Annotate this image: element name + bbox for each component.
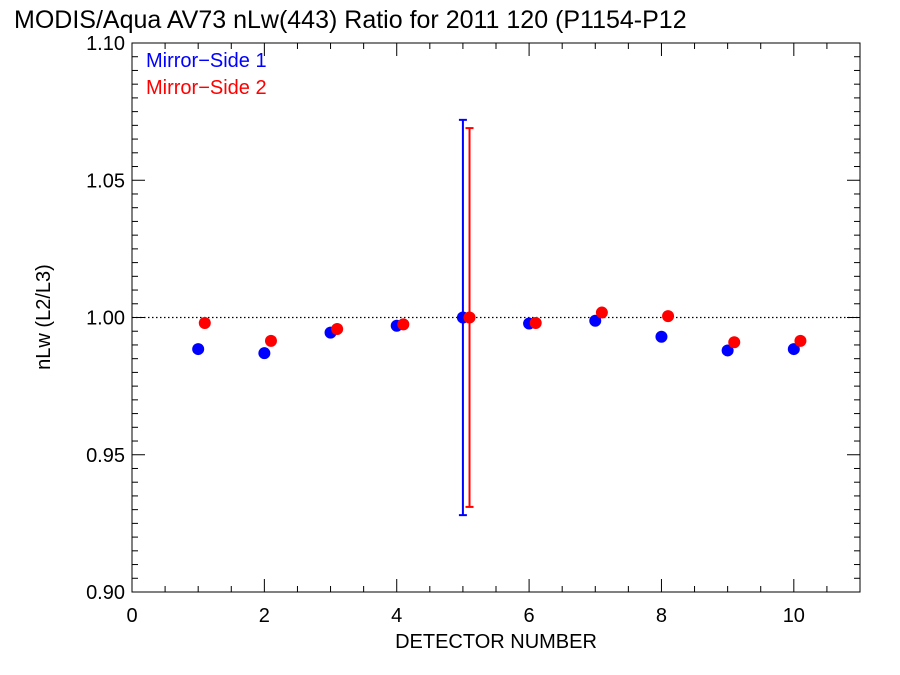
- x-axis-label: DETECTOR NUMBER: [395, 631, 597, 653]
- y-tick-label: 0.90: [86, 582, 125, 604]
- data-point: [529, 316, 542, 329]
- y-tick-label: 1.05: [86, 170, 125, 192]
- data-point: [331, 323, 344, 336]
- data-point: [258, 347, 271, 360]
- chart-title: MODIS/Aqua AV73 nLw(443) Ratio for 2011 …: [14, 6, 687, 34]
- data-point: [721, 344, 734, 357]
- data-point: [463, 311, 476, 324]
- data-point: [728, 336, 741, 349]
- legend-entry: Mirror−Side 1: [146, 50, 267, 72]
- data-point: [397, 318, 410, 331]
- data-point: [264, 334, 277, 347]
- y-tick-label: 1.00: [86, 308, 125, 330]
- data-point: [595, 306, 608, 319]
- x-tick-label: 10: [783, 605, 805, 627]
- data-point: [787, 343, 800, 356]
- x-tick-label: 2: [259, 605, 270, 627]
- data-points: [192, 306, 807, 360]
- x-tick-label: 8: [656, 605, 667, 627]
- data-point: [198, 316, 211, 329]
- y-tick-label: 0.95: [86, 445, 125, 467]
- data-point: [192, 343, 205, 356]
- data-point: [662, 310, 675, 323]
- data-point: [589, 314, 602, 327]
- data-point: [655, 330, 668, 343]
- axis-ticks: 0 2 4 6 8 10 0.90 0.95 1.00 1.05 1.10: [86, 33, 861, 627]
- y-tick-label: 1.10: [86, 33, 125, 55]
- x-tick-label: 4: [391, 605, 402, 627]
- x-tick-label: 0: [126, 605, 137, 627]
- legend: Mirror−Side 1 Mirror−Side 2: [146, 50, 267, 99]
- y-axis-label: nLw (L2/L3): [33, 264, 55, 370]
- legend-entry: Mirror−Side 2: [146, 77, 267, 99]
- data-point: [794, 334, 807, 347]
- x-tick-label: 6: [524, 605, 535, 627]
